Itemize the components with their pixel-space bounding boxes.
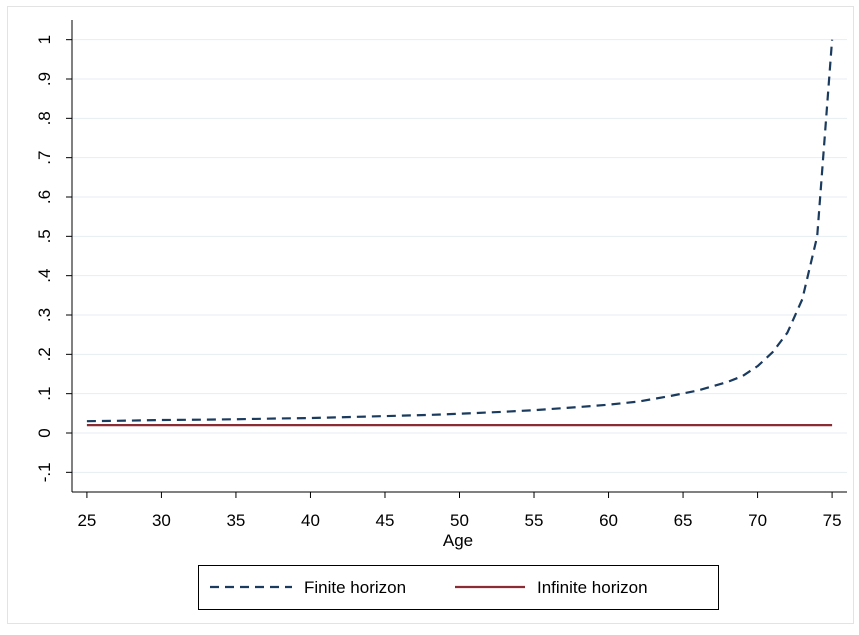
series-line-finite-horizon bbox=[86, 39, 834, 423]
y-tick-label: .1 bbox=[35, 387, 54, 401]
legend-label-infinite-horizon: Infinite horizon bbox=[537, 578, 648, 597]
y-tick-label: .7 bbox=[35, 151, 54, 165]
x-tick-label: 45 bbox=[376, 511, 395, 530]
y-tick-label: .8 bbox=[35, 111, 54, 125]
x-tick-label: 30 bbox=[152, 511, 171, 530]
x-tick-label: 25 bbox=[77, 511, 96, 530]
y-tick-label: .9 bbox=[35, 72, 54, 86]
grid-layer bbox=[72, 39, 847, 473]
y-tick-label: .3 bbox=[35, 308, 54, 322]
y-tick-label: 1 bbox=[35, 35, 54, 44]
legend: Finite horizon Infinite horizon bbox=[198, 565, 719, 610]
axes-layer: -.1 0 .1 .2 .3 .4 .5 .6 .7 .8 .9 1 25 30 35 40 45 50 55 60 6… bbox=[35, 20, 847, 530]
x-tick-label: 50 bbox=[450, 511, 469, 530]
x-tick-label: 75 bbox=[823, 511, 842, 530]
y-tick-label: .6 bbox=[35, 190, 54, 204]
series-layer bbox=[86, 39, 834, 427]
x-tick-label: 65 bbox=[674, 511, 693, 530]
x-tick-label: 40 bbox=[301, 511, 320, 530]
x-tick-label: 55 bbox=[525, 511, 544, 530]
x-axis-title: Age bbox=[443, 531, 473, 550]
legend-label-finite-horizon: Finite horizon bbox=[304, 578, 406, 597]
y-tick-label: .4 bbox=[35, 269, 54, 283]
y-tick-label: -.1 bbox=[35, 462, 54, 482]
x-tick-label: 70 bbox=[748, 511, 767, 530]
y-tick-label: 0 bbox=[35, 428, 54, 437]
y-tick-label: .2 bbox=[35, 347, 54, 361]
x-tick-label: 60 bbox=[599, 511, 618, 530]
x-tick-label: 35 bbox=[226, 511, 245, 530]
y-tick-label: .5 bbox=[35, 229, 54, 243]
